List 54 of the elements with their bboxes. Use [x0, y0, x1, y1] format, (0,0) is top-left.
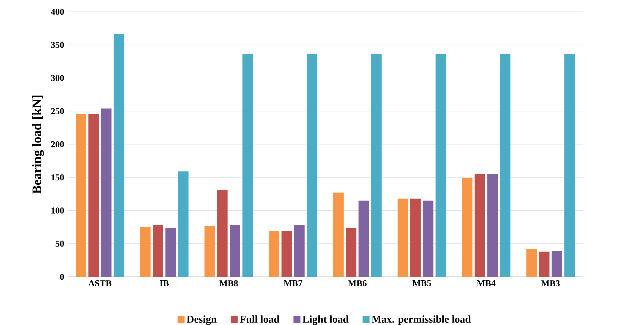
bar — [140, 227, 151, 277]
bar — [358, 200, 370, 277]
legend-label: Design — [186, 316, 217, 325]
bar — [204, 226, 216, 277]
bar — [269, 231, 280, 277]
bar — [410, 198, 421, 277]
y-tick-label: 400 — [51, 8, 64, 16]
bar — [564, 54, 576, 277]
bar — [371, 54, 382, 277]
bar — [282, 231, 292, 277]
bar — [101, 108, 112, 277]
x-tick-label: MB5 — [412, 280, 432, 286]
bar — [114, 34, 124, 277]
x-tick-label: IB — [160, 280, 170, 286]
legend-label: Full load — [240, 316, 280, 324]
x-tick-label: MB8 — [220, 280, 238, 287]
bar — [166, 228, 176, 277]
bar — [500, 54, 511, 277]
bar — [552, 251, 562, 277]
legend-label: Max. permissible load — [372, 316, 472, 325]
bar — [230, 225, 240, 277]
x-tick-label: MB6 — [348, 280, 367, 287]
bar — [539, 252, 550, 277]
bar — [294, 225, 305, 277]
y-tick-label: 300 — [51, 75, 64, 82]
bar — [307, 54, 318, 277]
x-tick-label: ASTB — [88, 280, 112, 287]
bar — [488, 174, 498, 277]
bar — [333, 192, 344, 277]
y-tick-label: 200 — [51, 141, 64, 148]
bar — [436, 54, 446, 277]
y-tick-label: 150 — [52, 174, 64, 181]
bar — [526, 249, 538, 277]
bar — [462, 178, 473, 277]
y-axis-title: Bearing load [kN] — [32, 96, 44, 194]
legend-label: Light load — [302, 316, 349, 325]
y-tick-label: 50 — [56, 240, 64, 247]
bar — [153, 225, 164, 277]
bar — [346, 228, 357, 277]
x-tick-label: MB3 — [542, 280, 560, 287]
bar — [178, 172, 189, 277]
bar — [398, 198, 408, 277]
bar — [474, 174, 486, 277]
bar — [242, 54, 254, 277]
y-tick-label: 250 — [51, 108, 64, 114]
x-tick-label: MB4 — [477, 280, 496, 286]
y-tick-label: 0 — [60, 274, 64, 280]
bar — [76, 114, 86, 277]
bar — [88, 114, 100, 277]
bar — [217, 190, 228, 277]
bar — [423, 200, 434, 277]
x-tick-label: MB7 — [284, 280, 303, 286]
y-tick-label: 100 — [52, 208, 64, 214]
y-tick-label: 350 — [51, 42, 64, 48]
